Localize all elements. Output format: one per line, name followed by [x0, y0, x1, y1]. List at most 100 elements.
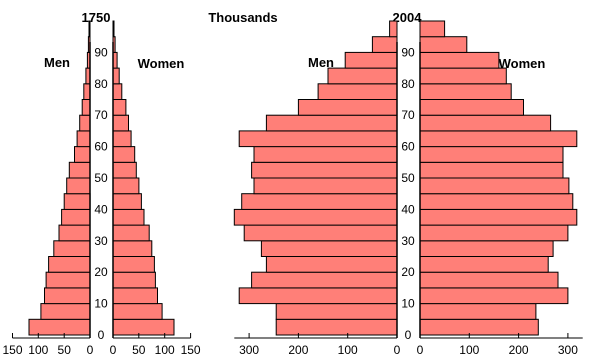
age-tick-label: 40	[94, 202, 108, 216]
bar-women-age-30	[112, 224, 150, 242]
x-tick-label-men: 100	[338, 343, 358, 357]
bar-men-age-50	[68, 161, 91, 179]
bar-men-age-70	[81, 99, 91, 116]
bar-men-age-50	[251, 161, 398, 179]
x-tick-label-men: 300	[239, 343, 259, 357]
bar-men-age-95	[389, 20, 398, 38]
bar-women-age-95	[419, 20, 446, 38]
bar-women-age-40	[112, 193, 142, 210]
age-tick-label: 90	[94, 45, 108, 59]
bar-men-age-55	[253, 146, 398, 163]
bar-men-age-5	[275, 303, 398, 320]
bar-men-age-75	[83, 83, 91, 101]
bar-women-age-15	[112, 271, 156, 289]
bar-women-age-35	[419, 208, 578, 226]
x-tick-label-women: 0	[417, 343, 424, 357]
bar-women-age-10	[419, 287, 569, 305]
x-tick-label-men: 0	[394, 343, 401, 357]
bar-women-age-15	[419, 271, 559, 289]
bar-men-age-65	[265, 114, 398, 132]
bar-men-age-30	[243, 224, 398, 242]
bar-women-age-45	[419, 177, 570, 195]
bar-women-age-65	[112, 114, 129, 132]
bar-women-age-80	[419, 67, 507, 85]
bar-women-age-20	[419, 256, 549, 273]
bar-women-age-40	[419, 193, 574, 210]
bar-women-age-85	[419, 51, 500, 69]
age-tick-label: 10	[401, 297, 415, 311]
bar-women-age-10	[112, 287, 158, 305]
age-tick-label: 30	[94, 234, 108, 248]
x-tick-label-women: 300	[558, 343, 578, 357]
x-tick-label-men: 150	[2, 343, 22, 357]
age-tick-label: 10	[94, 297, 108, 311]
bar-women-age-65	[419, 114, 552, 132]
women-label-1750: Women	[138, 56, 185, 71]
age-tick-label: 30	[401, 234, 415, 248]
bar-women-age-0	[112, 318, 175, 336]
title-thousands: Thousands	[208, 10, 277, 25]
x-tick-label-women: 200	[509, 343, 529, 357]
bar-men-age-45	[66, 177, 91, 195]
bar-men-age-5	[40, 303, 91, 320]
bar-women-age-35	[112, 208, 145, 226]
men-label-2004: Men	[308, 55, 334, 70]
bar-women-age-55	[419, 146, 564, 163]
x-tick-label-women: 50	[132, 343, 146, 357]
bar-men-age-0	[28, 318, 91, 336]
bar-men-age-25	[53, 240, 91, 258]
age-tick-label: 20	[94, 265, 108, 279]
age-tick-label: 0	[405, 328, 412, 342]
bar-men-age-60	[76, 130, 91, 148]
bar-men-age-0	[275, 318, 398, 336]
bar-men-age-10	[44, 287, 91, 305]
bar-men-age-15	[45, 271, 91, 289]
men-label-1750: Men	[44, 55, 70, 70]
women-label-2004: Women	[499, 56, 546, 71]
bar-women-age-75	[419, 83, 512, 101]
age-tick-label: 60	[401, 140, 415, 154]
bar-men-age-60	[238, 130, 398, 148]
x-tick-label-women: 100	[155, 343, 175, 357]
age-tick-label: 80	[401, 77, 415, 91]
age-tick-label: 40	[401, 202, 415, 216]
age-tick-label: 70	[401, 108, 415, 122]
bar-women-age-50	[112, 161, 137, 179]
bar-men-age-30	[58, 224, 91, 242]
bar-men-age-20	[48, 256, 91, 273]
bar-men-age-35	[233, 208, 398, 226]
bar-men-age-95	[88, 20, 91, 38]
title-1750: 1750	[82, 10, 111, 25]
bar-women-age-30	[419, 224, 569, 242]
x-tick-label-men: 200	[288, 343, 308, 357]
bar-women-age-5	[112, 303, 163, 320]
bar-men-age-70	[297, 99, 398, 116]
bar-men-age-15	[251, 271, 398, 289]
age-tick-label: 50	[401, 171, 415, 185]
bar-men-age-55	[74, 146, 91, 163]
bar-women-age-60	[112, 130, 132, 148]
bar-women-age-70	[112, 99, 127, 116]
bar-men-age-75	[317, 83, 398, 101]
bar-men-age-25	[260, 240, 398, 258]
bar-women-age-95	[112, 20, 115, 38]
bar-men-age-40	[241, 193, 398, 210]
age-tick-label: 60	[94, 140, 108, 154]
age-tick-label: 80	[94, 77, 108, 91]
bar-men-age-20	[265, 256, 398, 273]
x-tick-label-women: 0	[110, 343, 117, 357]
bar-women-age-20	[112, 256, 155, 273]
bar-women-age-45	[112, 177, 140, 195]
bar-women-age-70	[419, 99, 524, 116]
age-tick-label: 20	[401, 265, 415, 279]
bar-women-age-50	[419, 161, 564, 179]
bar-men-age-90	[371, 36, 398, 53]
bar-women-age-75	[112, 83, 123, 101]
bar-women-age-0	[419, 318, 539, 336]
bar-men-age-65	[79, 114, 91, 132]
bar-women-age-80	[112, 67, 120, 85]
bar-men-age-45	[253, 177, 398, 195]
